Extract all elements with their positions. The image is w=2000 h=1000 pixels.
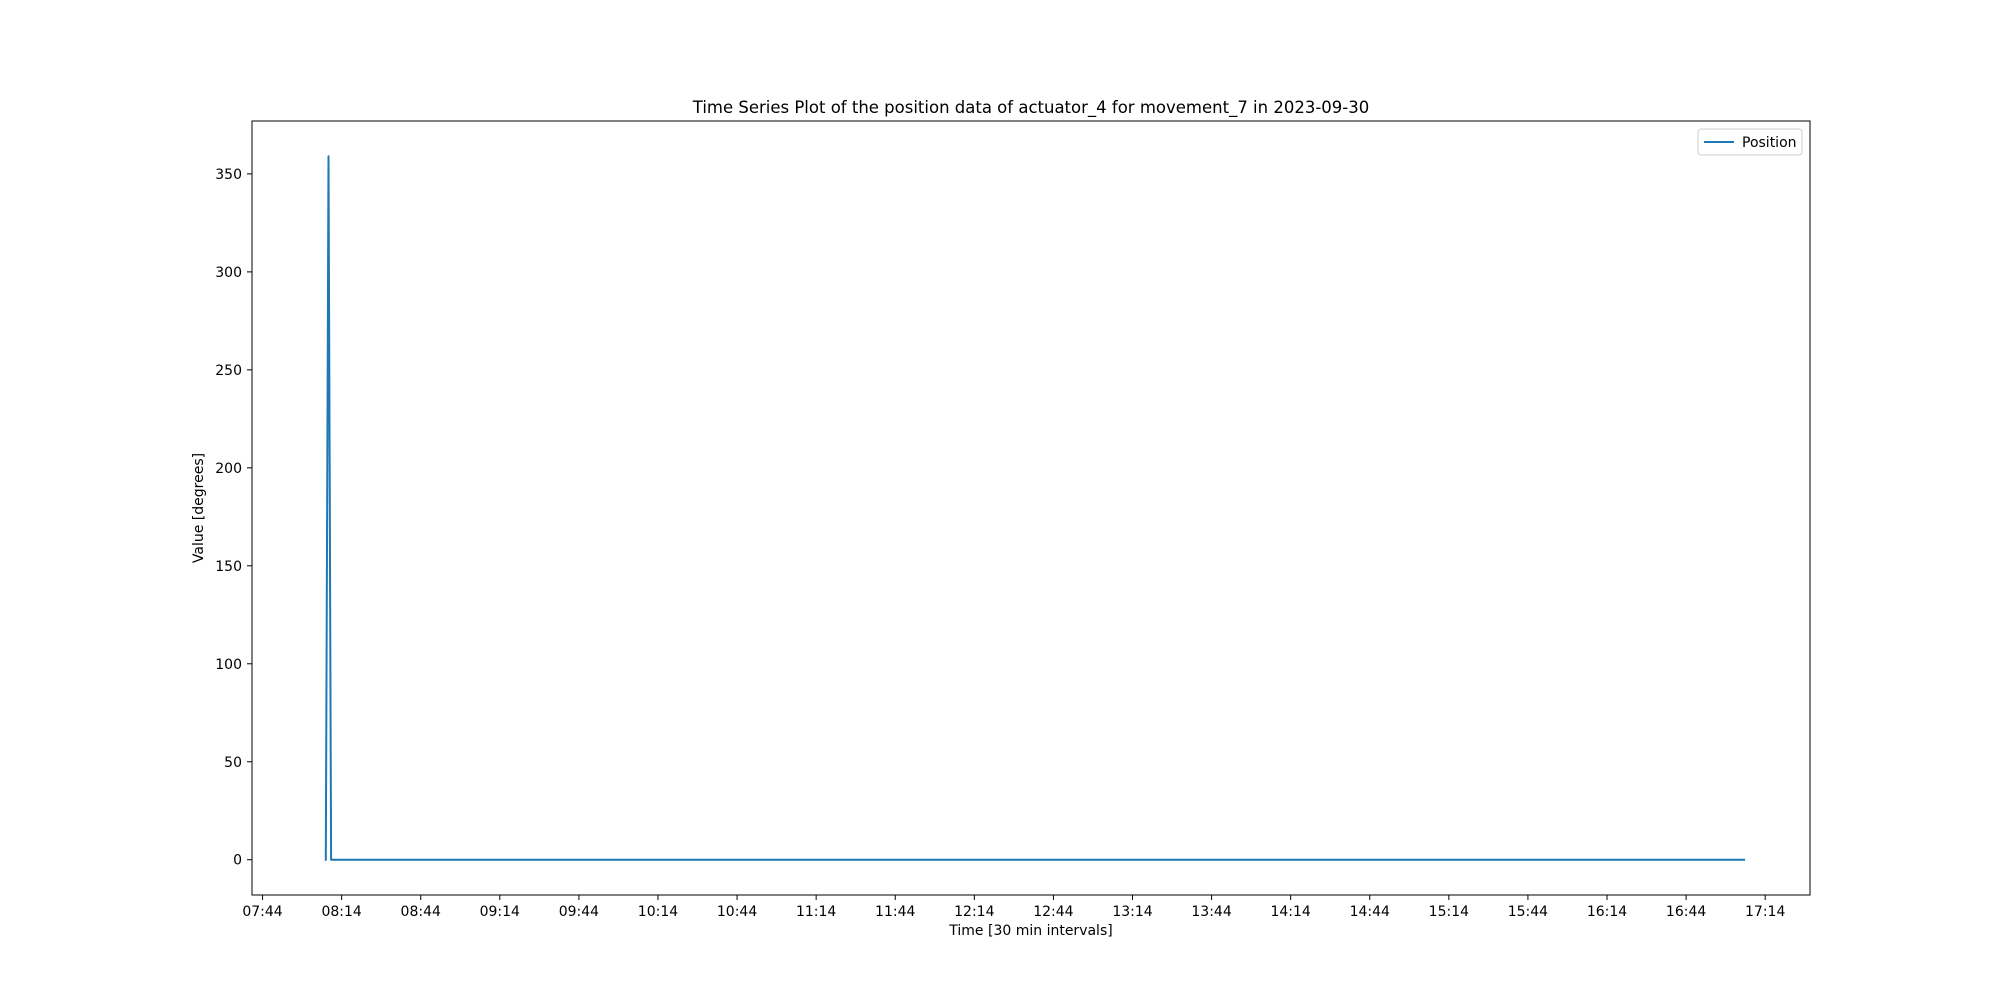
x-tick-label: 10:44 <box>717 904 757 920</box>
x-tick-label: 11:44 <box>875 904 915 920</box>
x-tick-label: 11:14 <box>796 904 836 920</box>
x-tick-label: 13:44 <box>1191 904 1231 920</box>
x-tick-label: 09:14 <box>480 904 520 920</box>
y-tick-label: 300 <box>215 265 242 281</box>
y-tick-label: 100 <box>215 657 242 673</box>
y-tick-label: 50 <box>224 755 242 771</box>
plot-frame <box>251 120 1811 896</box>
y-tick-label: 0 <box>233 853 242 869</box>
x-tick-label: 16:14 <box>1587 904 1627 920</box>
x-tick-label: 09:44 <box>559 904 599 920</box>
x-axis-label: Time [30 min intervals] <box>948 923 1112 939</box>
x-tick-label: 08:44 <box>401 904 441 920</box>
x-tick-label: 17:14 <box>1745 904 1785 920</box>
x-tick-label: 07:44 <box>242 904 282 920</box>
y-tick-label: 150 <box>215 559 242 575</box>
y-tick-label: 200 <box>215 461 242 477</box>
x-tick-label: 08:14 <box>321 904 361 920</box>
legend-label-position: Position <box>1742 135 1797 151</box>
x-tick-label: 15:44 <box>1508 904 1548 920</box>
x-tick-label: 14:14 <box>1270 904 1310 920</box>
x-tick-label: 12:14 <box>954 904 994 920</box>
y-tick-label: 350 <box>215 167 242 183</box>
legend-box <box>1697 128 1803 156</box>
x-tick-label: 10:14 <box>638 904 678 920</box>
x-tick-label: 15:14 <box>1429 904 1469 920</box>
x-tick-label: 12:44 <box>1033 904 1073 920</box>
data-layer <box>324 155 1746 861</box>
x-tick-label: 13:14 <box>1112 904 1152 920</box>
y-tick-label: 250 <box>215 363 242 379</box>
x-axis: 07:44 08:14 08:44 09:14 09:44 10:14 10:44 11:14… <box>242 895 1785 920</box>
x-tick-label: 14:44 <box>1350 904 1390 920</box>
chart-title: Time Series Plot of the position data of… <box>692 98 1369 118</box>
y-axis-label: Value [degrees] <box>191 453 207 563</box>
legend: Position <box>1697 128 1803 156</box>
x-tick-label: 16:44 <box>1666 904 1706 920</box>
y-axis: 0 50 100 150 200 250 300 350 <box>215 167 252 869</box>
series-line-position <box>324 155 1746 861</box>
